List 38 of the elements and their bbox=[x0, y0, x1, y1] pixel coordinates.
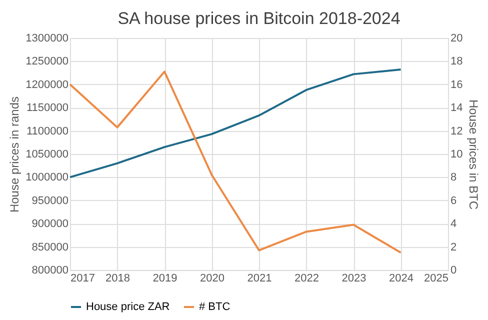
y2-tick-label: 10 bbox=[450, 148, 463, 160]
y-tick-label: 900000 bbox=[32, 218, 68, 230]
x-tick-label: 2018 bbox=[106, 272, 130, 284]
y-tick-label: 1300000 bbox=[26, 32, 68, 44]
y2-tick-label: 16 bbox=[450, 78, 463, 91]
legend-label: # BTC bbox=[199, 301, 230, 313]
x-tick-label: 2019 bbox=[152, 272, 178, 284]
y2-tick-label: 18 bbox=[450, 56, 463, 68]
y2-tick-label: 8 bbox=[450, 172, 457, 184]
x-tick-label: 2020 bbox=[200, 272, 224, 284]
y2-tick-label: 14 bbox=[450, 102, 463, 114]
y-tick-label: 800000 bbox=[32, 264, 68, 276]
y-tick-label: 1200000 bbox=[26, 78, 68, 91]
x-tick-label: 2021 bbox=[247, 272, 272, 284]
x-tick-label: 2024 bbox=[389, 272, 414, 284]
y-tick-label: 1000000 bbox=[26, 172, 68, 184]
x-tick-label: 2022 bbox=[294, 272, 319, 284]
legend-label: House price ZAR bbox=[86, 301, 170, 313]
y2-tick-label: 2 bbox=[450, 241, 457, 254]
y2-tick-label: 6 bbox=[450, 194, 457, 207]
y-tick-label: 950000 bbox=[32, 194, 68, 207]
y-tick-label: 1100000 bbox=[26, 125, 68, 138]
line-series bbox=[69, 68, 402, 178]
y-tick-label: 1050000 bbox=[26, 148, 68, 160]
y-tick-label: 1150000 bbox=[26, 102, 68, 114]
y2-tick-label: 4 bbox=[450, 218, 457, 230]
y2-tick-label: 0 bbox=[450, 264, 457, 276]
y2-tick-label: 12 bbox=[450, 125, 463, 138]
x-tick-label: 2023 bbox=[342, 272, 366, 284]
x-tick-label: 2025 bbox=[424, 272, 448, 284]
x-tick-label: 2017 bbox=[70, 272, 95, 284]
line-series bbox=[69, 70, 402, 254]
y2-tick-label: 20 bbox=[450, 32, 463, 44]
y-tick-label: 1250000 bbox=[26, 56, 68, 68]
chart-title: SA house prices in Bitcoin 2018-2024 bbox=[118, 9, 400, 28]
y2-axis-title: House prices in BTC bbox=[466, 99, 481, 210]
y-axis-title: House prices in rands bbox=[8, 96, 22, 213]
y-tick-label: 850000 bbox=[32, 241, 68, 254]
